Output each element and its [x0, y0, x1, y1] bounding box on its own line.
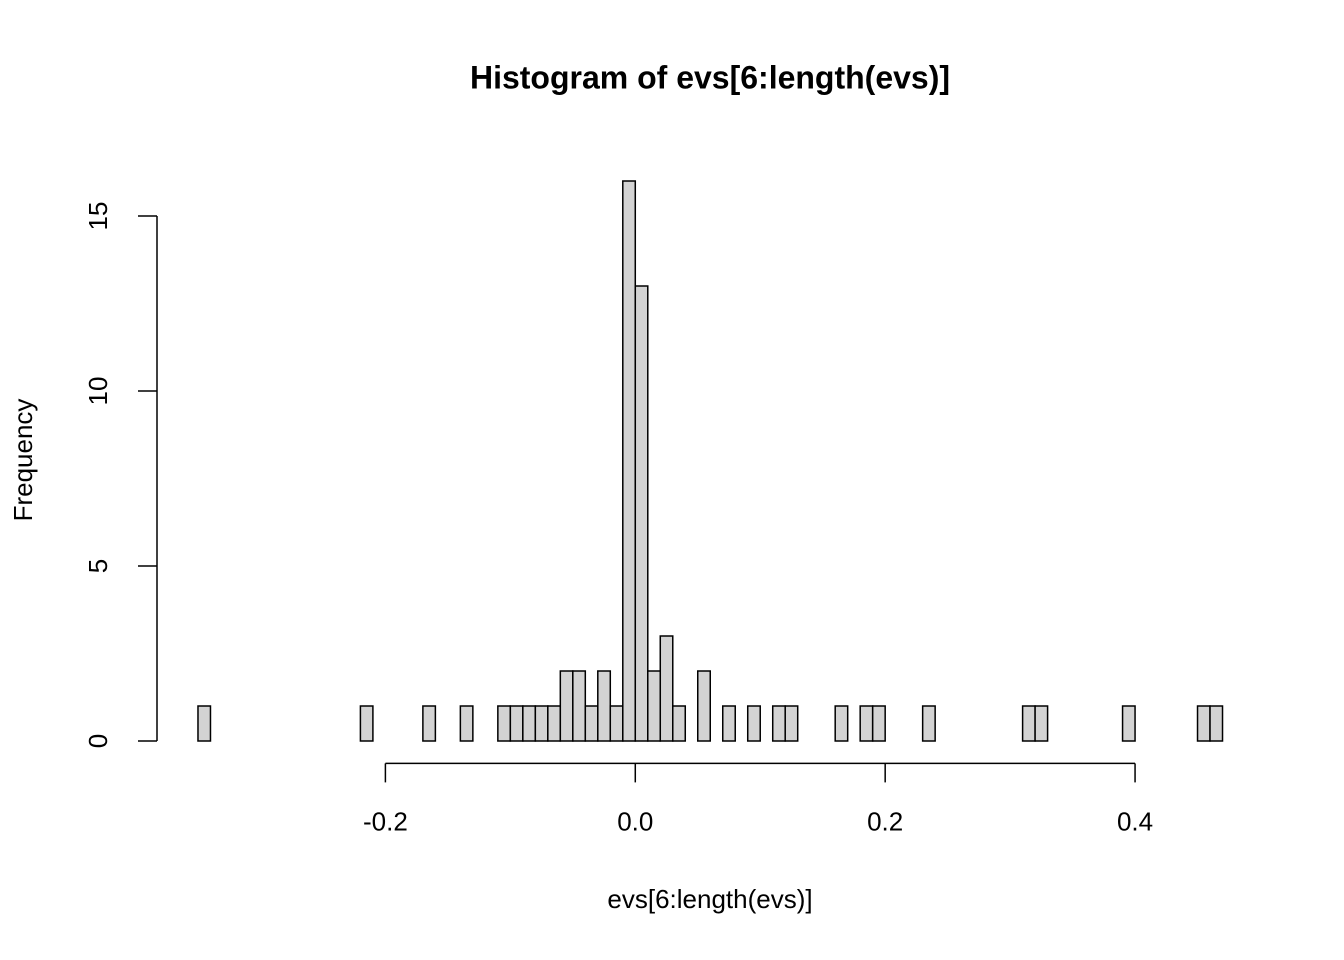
- y-tick-label: 5: [83, 559, 113, 573]
- x-tick-label: 0.4: [1117, 806, 1153, 836]
- bar: [647, 670, 662, 742]
- bar: [784, 705, 799, 742]
- x-tick-label: 0.2: [867, 806, 903, 836]
- bar: [921, 705, 936, 742]
- x-axis-label: evs[6:length(evs)]: [607, 884, 812, 914]
- bar: [459, 705, 474, 742]
- bar: [1021, 705, 1036, 742]
- bar: [1034, 705, 1049, 742]
- bar: [859, 705, 874, 742]
- bar: [197, 705, 212, 742]
- bar: [1209, 705, 1224, 742]
- bar: [609, 705, 624, 742]
- x-tick-label: -0.2: [363, 806, 408, 836]
- bar: [597, 670, 612, 742]
- bar: [771, 705, 786, 742]
- bar: [746, 705, 761, 742]
- x-tick-label: 0.0: [617, 806, 653, 836]
- bar: [547, 705, 562, 742]
- bar: [697, 670, 712, 742]
- y-tick-label: 0: [83, 734, 113, 748]
- y-tick-label: 10: [83, 377, 113, 406]
- y-tick-label: 15: [83, 202, 113, 231]
- chart-title: Histogram of evs[6:length(evs)]: [470, 59, 950, 95]
- bar: [871, 705, 886, 742]
- bar: [622, 180, 637, 742]
- bar: [522, 705, 537, 742]
- bar: [834, 705, 849, 742]
- bar: [721, 705, 736, 742]
- bar: [534, 705, 549, 742]
- bar: [634, 285, 649, 742]
- bar: [1196, 705, 1211, 742]
- bar: [672, 705, 687, 742]
- bar: [1121, 705, 1136, 742]
- bar: [559, 670, 574, 742]
- y-axis-label: Frequency: [8, 399, 38, 522]
- bar: [359, 705, 374, 742]
- bar: [509, 705, 524, 742]
- bar: [497, 705, 512, 742]
- bar: [422, 705, 437, 742]
- bar: [659, 635, 674, 742]
- bar: [584, 705, 599, 742]
- bar: [572, 670, 587, 742]
